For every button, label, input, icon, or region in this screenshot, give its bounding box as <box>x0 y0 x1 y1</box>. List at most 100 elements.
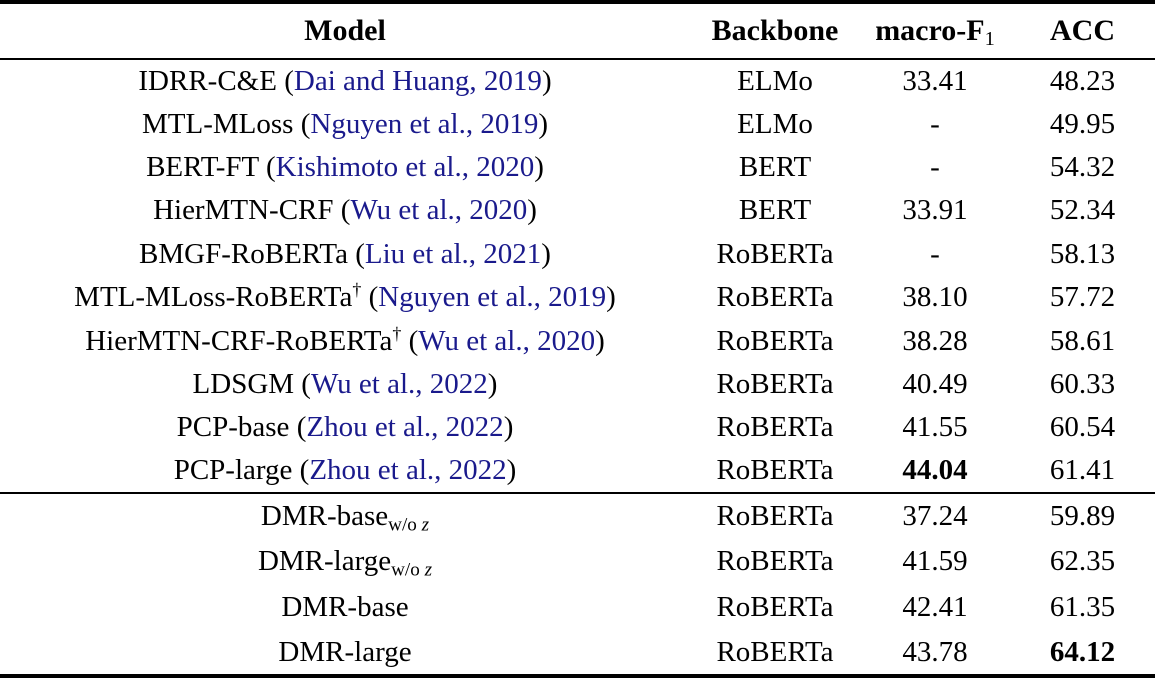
table-row: BERT-FT (Kishimoto et al., 2020) BERT - 54.… <box>0 146 1155 189</box>
column-header-backbone: Backbone <box>711 14 839 47</box>
table-row: HierMTN-CRF (Wu et al., 2020) BERT 33.91 52… <box>0 189 1155 232</box>
table-row: DMR-basew/o z RoBERTa 37.24 59.89 <box>0 493 1155 539</box>
citation-link[interactable]: Liu et al., 2021 <box>364 237 542 270</box>
model-subscript: w/o z <box>391 559 433 581</box>
table-header: Model Backbone macro-F1 ACC <box>0 2 1155 59</box>
model-cell: BERT-FT (Kishimoto et al., 2020) <box>146 150 544 183</box>
backbone-cell: RoBERTa <box>716 237 834 270</box>
backbone-cell: BERT <box>738 194 812 227</box>
acc-cell: 54.32 <box>1049 150 1116 183</box>
macro-f1-cell: 38.28 <box>902 324 968 357</box>
citation-link[interactable]: Zhou et al., 2022 <box>309 454 507 487</box>
model-name: BERT-FT <box>146 150 259 183</box>
macro-f1-cell: - <box>930 107 940 140</box>
table-row: MTL-MLoss-RoBERTa† (Nguyen et al., 2019)… <box>0 276 1155 319</box>
backbone-cell: RoBERTa <box>716 281 834 314</box>
acc-cell: 60.33 <box>1049 367 1116 400</box>
macro-f1-cell: 42.41 <box>902 590 968 623</box>
acc-cell: 61.35 <box>1049 590 1116 623</box>
results-table: Model Backbone macro-F1 ACC IDRR-C&E (Da… <box>0 0 1155 679</box>
backbone-cell: RoBERTa <box>716 367 834 400</box>
backbone-cell: RoBERTa <box>716 635 834 668</box>
model-cell: HierMTN-CRF (Wu et al., 2020) <box>153 194 537 227</box>
acc-cell: 64.12 <box>1049 635 1116 668</box>
macro-f1-header-subscript: 1 <box>984 28 995 51</box>
table-row: IDRR-C&E (Dai and Huang, 2019) ELMo 33.41 4… <box>0 59 1155 102</box>
model-name: HierMTN-CRF-RoBERTa <box>85 324 393 357</box>
backbone-cell: BERT <box>738 150 812 183</box>
acc-cell: 52.34 <box>1049 194 1116 227</box>
model-name: DMR-large <box>257 545 392 578</box>
model-name: IDRR-C&E <box>138 64 277 97</box>
citation-link[interactable]: Wu et al., 2022 <box>310 367 488 400</box>
model-name: DMR-base <box>281 590 409 623</box>
model-name: HierMTN-CRF <box>153 194 334 227</box>
model-cell: HierMTN-CRF-RoBERTa† (Wu et al., 2020) <box>85 322 605 357</box>
table-row: DMR-large RoBERTa 43.78 64.12 <box>0 630 1155 676</box>
table-row: BMGF-RoBERTa (Liu et al., 2021) RoBERTa - 5… <box>0 233 1155 276</box>
macro-f1-cell: 33.91 <box>902 194 968 227</box>
macro-f1-cell: 40.49 <box>902 367 968 400</box>
acc-cell: 49.95 <box>1049 107 1116 140</box>
macro-f1-cell: 38.10 <box>902 281 968 314</box>
citation-link[interactable]: Nguyen et al., 2019 <box>378 281 607 314</box>
model-name: BMGF-RoBERTa <box>139 237 348 270</box>
model-cell: LDSGM (Wu et al., 2022) <box>192 367 498 400</box>
citation-link[interactable]: Dai and Huang, 2019 <box>293 64 542 97</box>
acc-cell: 48.23 <box>1049 64 1116 97</box>
acc-cell: 59.89 <box>1049 499 1116 532</box>
acc-cell: 58.61 <box>1049 324 1116 357</box>
backbone-cell: ELMo <box>737 107 813 140</box>
backbone-cell: ELMo <box>737 64 813 97</box>
macro-f1-cell: 33.41 <box>902 64 968 97</box>
table-row: MTL-MLoss (Nguyen et al., 2019) ELMo - 49.9… <box>0 102 1155 145</box>
model-name: MTL-MLoss <box>142 107 294 140</box>
backbone-cell: RoBERTa <box>716 499 834 532</box>
model-cell: MTL-MLoss-RoBERTa† (Nguyen et al., 2019) <box>74 279 616 314</box>
citation-link[interactable]: Wu et al., 2020 <box>418 324 596 357</box>
model-name: PCP-base <box>176 411 290 444</box>
model-cell: BMGF-RoBERTa (Liu et al., 2021) <box>139 237 551 270</box>
acc-cell: 57.72 <box>1049 281 1116 314</box>
macro-f1-cell: - <box>930 150 940 183</box>
acc-cell: 61.41 <box>1049 454 1116 487</box>
citation-link[interactable]: Kishimoto et al., 2020 <box>275 150 535 183</box>
acc-cell: 62.35 <box>1049 545 1116 578</box>
table-row: HierMTN-CRF-RoBERTa† (Wu et al., 2020) Ro… <box>0 319 1155 362</box>
citation-link[interactable]: Nguyen et al., 2019 <box>310 107 539 140</box>
backbone-cell: RoBERTa <box>716 411 834 444</box>
acc-cell: 58.13 <box>1049 237 1116 270</box>
model-name: PCP-large <box>173 454 293 487</box>
subscript-variable: z <box>421 514 430 536</box>
table-row: DMR-largew/o z RoBERTa 41.59 62.35 <box>0 539 1155 585</box>
citation-link[interactable]: Wu et al., 2020 <box>350 194 528 227</box>
model-cell: DMR-basew/o z <box>0 493 690 539</box>
macro-f1-cell: 37.24 <box>902 499 968 532</box>
backbone-cell: RoBERTa <box>716 324 834 357</box>
table-row: PCP-large (Zhou et al., 2022) RoBERTa 44.0… <box>0 450 1155 493</box>
model-cell: IDRR-C&E (Dai and Huang, 2019) <box>138 64 552 97</box>
model-cell: MTL-MLoss (Nguyen et al., 2019) <box>142 107 548 140</box>
model-name: MTL-MLoss-RoBERTa <box>74 281 353 314</box>
dagger-icon: † <box>352 279 362 300</box>
acc-cell: 60.54 <box>1049 411 1116 444</box>
backbone-cell: RoBERTa <box>716 545 834 578</box>
header-row: Model Backbone macro-F1 ACC <box>0 2 1155 59</box>
baselines-section: IDRR-C&E (Dai and Huang, 2019) ELMo 33.41 4… <box>0 59 1155 493</box>
citation-link[interactable]: Zhou et al., 2022 <box>306 411 504 444</box>
dmr-section: DMR-basew/o z RoBERTa 37.24 59.89 DMR-largew… <box>0 493 1155 676</box>
macro-f1-cell: 44.04 <box>902 454 968 487</box>
macro-f1-cell: 41.59 <box>902 545 968 578</box>
column-header-model: Model <box>304 14 386 47</box>
column-header-acc: ACC <box>1050 14 1115 47</box>
backbone-cell: RoBERTa <box>716 590 834 623</box>
model-cell: DMR-base <box>0 585 690 631</box>
model-subscript: w/o z <box>388 514 430 536</box>
model-name: DMR-large <box>278 635 412 668</box>
table-row: PCP-base (Zhou et al., 2022) RoBERTa 41.55… <box>0 406 1155 449</box>
backbone-cell: RoBERTa <box>716 454 834 487</box>
macro-f1-cell: 41.55 <box>902 411 968 444</box>
model-name: DMR-base <box>260 499 389 532</box>
model-cell: DMR-large <box>0 630 690 676</box>
